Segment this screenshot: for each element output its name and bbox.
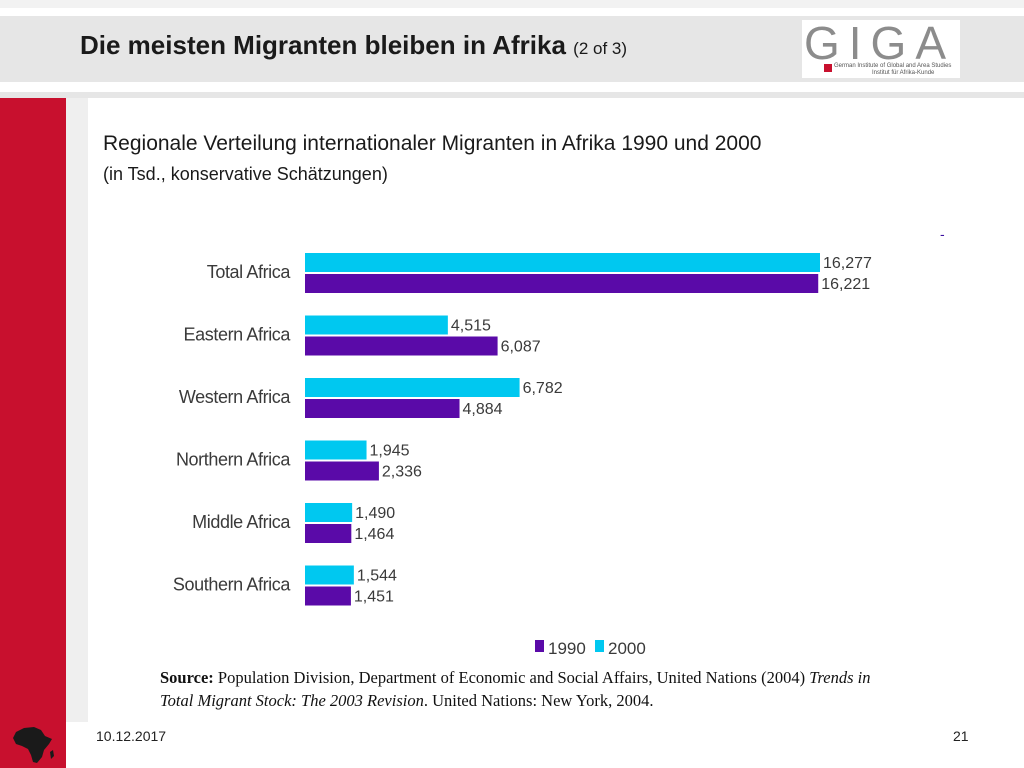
category-label: Southern Africa xyxy=(173,575,291,595)
bar-1990 xyxy=(305,274,819,293)
legend-swatch-2000 xyxy=(595,640,604,652)
category-label: Middle Africa xyxy=(192,512,291,532)
source-publisher: . United Nations: New York, 2004. xyxy=(423,691,654,710)
top-strip xyxy=(0,0,1024,8)
logo-letters: GIGA xyxy=(804,17,956,69)
bar-2000 xyxy=(305,315,448,335)
bar-1990 xyxy=(305,461,379,481)
giga-logo: GIGA German Institute of Global and Area… xyxy=(802,17,960,78)
page-number: 21 xyxy=(953,728,969,744)
data-label: 4,515 xyxy=(451,318,491,335)
data-label: 1,451 xyxy=(354,589,394,606)
africa-badge xyxy=(0,722,66,768)
data-label: 1,490 xyxy=(355,505,395,522)
slide-title-suffix: (2 of 3) xyxy=(573,39,628,58)
data-label: 4,884 xyxy=(463,401,503,418)
category-label: Eastern Africa xyxy=(184,325,292,345)
legend-label-2000: 2000 xyxy=(608,639,646,658)
slide-title: Die meisten Migranten bleiben in Afrika … xyxy=(80,30,627,61)
category-label: Total Africa xyxy=(207,262,292,282)
data-label: 16,221 xyxy=(821,276,870,293)
chart-title: Regionale Verteilung internationaler Mig… xyxy=(103,132,762,155)
chart-subtitle: (in Tsd., konservative Schätzungen) xyxy=(103,164,388,184)
bar-1990 xyxy=(305,336,498,356)
bar-1990 xyxy=(305,524,352,543)
separator-strip xyxy=(0,92,1024,98)
source-text: Population Division, Department of Econo… xyxy=(217,668,806,687)
bar-2000 xyxy=(305,378,520,397)
bar-1990 xyxy=(305,586,351,606)
logo-line2: Institut für Afrika-Kunde xyxy=(872,70,935,76)
data-label: 6,782 xyxy=(523,380,563,397)
africa-map-icon xyxy=(13,727,54,763)
decorative-dash: - xyxy=(940,226,945,242)
legend-swatch-1990 xyxy=(535,640,544,652)
bar-2000 xyxy=(305,253,820,272)
category-label: Western Africa xyxy=(179,387,291,407)
data-label: 1,945 xyxy=(370,443,410,460)
source-title: Trends in Total Migrant Stock: The 2003 … xyxy=(160,668,871,710)
category-label: Northern Africa xyxy=(176,450,291,470)
data-label: 1,544 xyxy=(357,568,397,585)
footer-date: 10.12.2017 xyxy=(96,728,167,744)
data-label: 1,464 xyxy=(354,526,394,543)
bar-2000 xyxy=(305,440,367,460)
slide-title-main: Die meisten Migranten bleiben in Afrika xyxy=(80,30,566,60)
bar-2000 xyxy=(305,503,353,522)
source-label: Source: xyxy=(160,668,214,687)
data-label: 2,336 xyxy=(382,464,422,481)
data-label: 6,087 xyxy=(501,339,541,356)
source-note: Source: Population Division, Department … xyxy=(160,666,900,712)
red-side-bar xyxy=(0,98,66,722)
data-label: 16,277 xyxy=(823,255,872,272)
logo-line1: German Institute of Global and Area Stud… xyxy=(834,63,952,69)
inner-grey-strip xyxy=(66,98,88,722)
legend-label-1990: 1990 xyxy=(548,639,586,658)
bar-1990 xyxy=(305,399,460,418)
bar-2000 xyxy=(305,565,354,585)
logo-red-square xyxy=(824,64,832,72)
